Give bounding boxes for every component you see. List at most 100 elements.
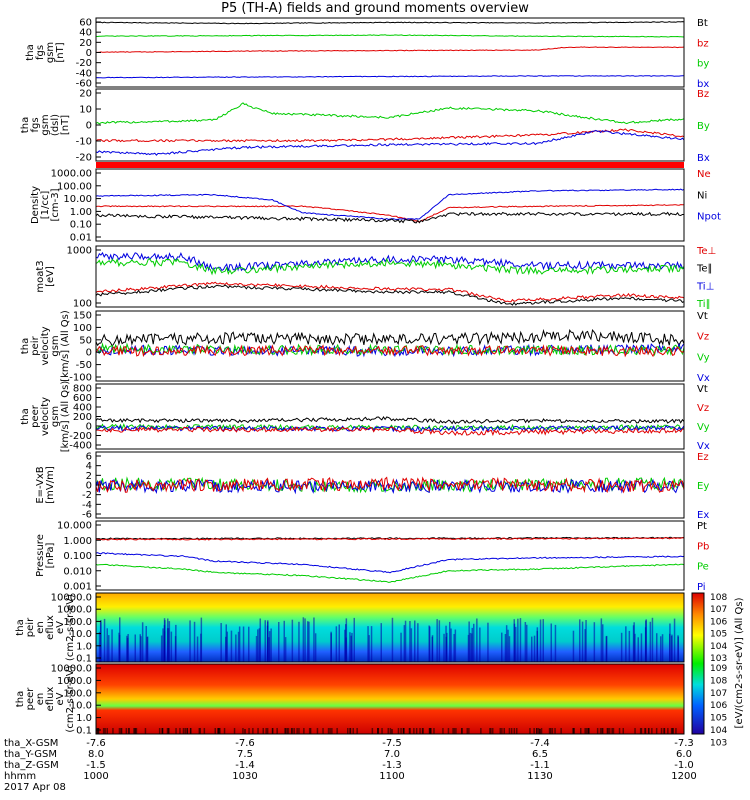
y-tick-label: -60 [76,79,92,90]
colorbar-tick: 108 [710,676,727,686]
y-axis-label: thapeirvelocitygsm[km/s] (All Qs) [20,310,71,382]
colorbar-tick: 108 [710,593,727,603]
y-tick-label: 20 [79,38,92,49]
colorbar-tick: 104 [710,726,727,736]
y-tick-label: 10.000 [57,521,92,532]
y-tick-label: 0.1 [76,654,92,665]
series-by [96,34,684,38]
legend-entry: Bz [697,89,709,100]
y-tick-label: 4 [86,461,92,472]
legend-entry: Vy [697,352,710,363]
y-axis-label: thapeerenefluxeV(cm2-s-sr-eV) [15,665,76,732]
y-axis-label: E=-VxB[mV/m] [35,466,56,504]
series-Ti⊥ [96,251,684,272]
legend-entry: Ti∥ [696,299,711,310]
colorbar-tick: 106 [710,617,727,627]
y-tick-label: -6 [82,510,92,521]
series-Vz [96,344,684,358]
footer-row-label: 2017 Apr 08 [4,782,66,793]
y-tick-label: 10000.0 [51,593,92,604]
series-Vt [96,416,684,425]
legend-entry: By [697,121,710,132]
series-bx [96,75,684,79]
y-tick-label: 150 [73,311,92,322]
footer-value: -1.1 [530,760,550,771]
legend-entry: Pe [697,562,709,573]
footer-value: -7.3 [674,738,694,749]
colorbar-tick: 103 [710,738,727,748]
panel-frame [95,592,685,663]
y-tick-label: 0.001 [63,582,92,593]
footer-value: 7.5 [237,749,253,760]
y-axis-label: moat3[eV] [35,260,56,292]
legend-entry: Ne [697,169,711,180]
y-tick-label: -100 [69,373,92,384]
y-tick-label: 0 [86,422,92,433]
series-Vt [96,328,684,347]
series-group [96,21,684,79]
series-group [96,102,684,156]
panel-2: 20 10 0 -10 -20 thafgsgsm(dsl)[nT] Bz By Bx [20,88,710,164]
legend-entry: Pt [697,521,707,532]
y-tick-label: 0 [86,481,92,492]
legend-entry: Vz [697,332,709,343]
footer-row-label: tha_Z-GSM [4,760,59,771]
y-tick-label: -50 [76,360,92,371]
y-tick-label: 0.10 [70,220,92,231]
panel-8: 10.000 1.000 0.100 0.010 0.001 Pressure[nPa] P… [35,520,709,593]
panel-frame [95,520,685,591]
flag-bar [96,162,684,168]
footer-value: 6.5 [532,749,548,760]
series-Te⊥ [96,281,684,303]
y-tick-label: -400 [69,441,92,452]
y-tick-label: 20 [79,89,92,100]
series-Ni [96,211,684,224]
y-tick-label: -20 [76,58,92,69]
y-tick-label: 400 [73,403,92,414]
y-tick-label: 1000.0 [57,676,92,687]
series-bz [96,46,684,53]
colorbar-tick: 105 [710,630,727,640]
panel-9: 108 107 106 105 104 103 10000.01000.0100.010.0… [15,592,727,665]
y-axis-label: thafgsgsm[nT] [25,42,66,63]
footer-value: -1.3 [382,760,402,771]
footer-row-label: tha_Y-GSM [4,749,57,760]
colorbar: [eV/(cm2-s-sr-eV)] (All Qs) [691,592,745,735]
y-tick-label: 100 [73,323,92,334]
y-tick-label: 1.0 [76,713,92,724]
y-tick-label: 6 [86,452,92,463]
panel-frame [95,663,685,735]
legend-entry: Vt [697,311,708,322]
panel-frame [95,245,685,308]
panel-frame [95,383,685,450]
series-Npot [96,188,684,221]
series-Pe [96,563,684,583]
legend-entry: by [697,59,709,70]
y-axis-label: thafgsgsm(dsl)[nT] [20,114,71,136]
series-Bz [96,128,684,143]
legend-entry: Ni [697,190,707,201]
y-axis-label: Density[1/cc][cm-3] [30,186,61,224]
y-tick-label: 200 [73,412,92,423]
footer-value: 1100 [379,771,404,782]
footer-value: 1030 [232,771,257,782]
footer-value: 1130 [527,771,552,782]
y-tick-label: 50 [79,335,92,346]
legend-entry: Te∥ [696,264,713,275]
series-Pi [96,552,684,574]
footer-value: 8.0 [88,749,104,760]
legend-entry: Bt [697,18,708,29]
colorbar-tick: 107 [710,689,727,699]
legend-entry: Ez [697,452,709,463]
legend-entry: Ex [697,510,709,521]
y-tick-label: 0.010 [63,566,92,577]
series-group [96,416,684,437]
spectrogram [96,593,684,662]
series-Ne [96,204,684,223]
y-tick-label: 10.0 [70,629,92,640]
legend-entry: Pb [697,541,709,552]
